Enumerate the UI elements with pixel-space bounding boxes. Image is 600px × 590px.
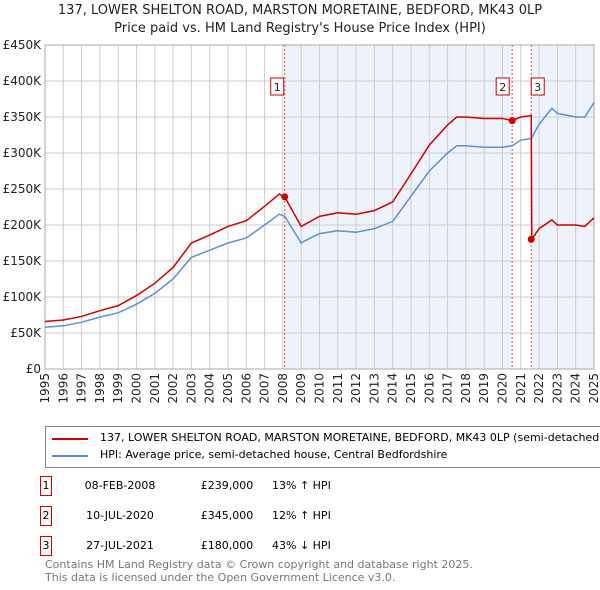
x-tick-label: 2015 [404,373,418,404]
x-tick-label: 2019 [477,373,491,404]
x-tick-label: 2005 [221,373,235,404]
legend-label: HPI: Average price, semi-detached house,… [100,448,448,461]
chart-title: 137, LOWER SHELTON ROAD, MARSTON MORETAI… [57,3,543,18]
x-tick-label: 2020 [496,373,510,404]
footer-line: This data is licensed under the Open Gov… [45,571,396,584]
x-tick-label: 1998 [93,373,107,404]
sale-marker: 3 [40,536,52,556]
x-tick-label: 2013 [367,373,381,404]
x-tick-label: 1997 [75,373,89,404]
sale-point [281,193,289,201]
sale-label: 2 [499,81,506,94]
x-tick-label: 2011 [331,373,345,404]
shaded-region [284,45,594,369]
sale-hpi: 13% ↑ HPI [272,479,331,492]
y-tick-label: £100K [3,290,43,304]
x-tick-label: 2016 [422,373,436,404]
y-tick-label: £350K [3,110,43,124]
x-tick-label: 2009 [294,373,308,404]
sale-marker: 2 [40,506,52,526]
x-tick-label: 2008 [276,373,290,404]
price-chart: £0 £50K £100K £150K £200K £250K £300K £350K £400… [3,38,600,404]
x-tick-label: 1996 [56,373,70,404]
sale-label-box [530,77,545,96]
x-tick-label: 2023 [550,373,564,404]
series-line [44,114,595,323]
y-tick-label: £0 [26,362,41,376]
x-tick-label: 2004 [203,373,217,404]
x-tick-label: 2022 [532,373,546,404]
x-tick-label: 2003 [184,373,198,404]
footer-line: Contains HM Land Registry data © Crown c… [45,558,473,571]
y-tick-label: £150K [3,254,43,268]
y-tick-label: £450K [3,38,43,52]
y-tick-label: £50K [10,326,42,340]
x-tick-label: 2024 [569,373,583,404]
sale-hpi: 12% ↑ HPI [272,509,331,522]
x-tick-label: 2000 [130,373,144,404]
sale-price: £239,000 [200,479,254,492]
sale-price: £180,000 [200,539,254,552]
chart-subtitle: Price paid vs. HM Land Registry's House … [114,21,486,36]
x-tick-label: 2018 [459,373,473,404]
sale-row: 3 27-JUL-2021 £180,000 43% ↓ HPI [0,536,600,556]
x-tick-label: 2001 [148,373,162,404]
sale-label: 3 [534,81,541,94]
x-tick-label: 2012 [349,373,363,404]
sale-price: £345,000 [200,509,254,522]
x-tick-label: 2010 [313,373,327,404]
sale-date: 27-JUL-2021 [86,539,154,552]
x-tick-label: 2017 [441,373,455,404]
y-tick-label: £200K [3,218,43,232]
sale-row: 2 10-JUL-2020 £345,000 12% ↑ HPI [0,506,600,526]
sale-hpi: 43% ↓ HPI [272,539,331,552]
plot-border [44,44,595,370]
sale-point [527,235,535,243]
sale-row: 1 08-FEB-2008 £239,000 13% ↑ HPI [0,476,600,496]
x-tick-label: 2014 [386,373,400,404]
sale-date: 08-FEB-2008 [84,479,156,492]
x-tick-label: 1995 [38,373,52,404]
y-tick-label: £400K [3,74,43,88]
x-tick-label: 2002 [166,373,180,404]
legend-label: 137, LOWER SHELTON ROAD, MARSTON MORETAI… [100,431,600,444]
legend: 137, LOWER SHELTON ROAD, MARSTON MORETAI… [45,426,600,468]
sale-label: 1 [274,81,281,94]
sale-marker: 1 [40,476,52,496]
sale-date: 10-JUL-2020 [86,509,154,522]
x-tick-label: 2007 [258,373,272,404]
x-tick-label: 2025 [587,373,600,404]
x-tick-label: 2006 [239,373,253,404]
unshaded-region [512,45,532,369]
y-tick-label: £300K [3,146,43,160]
x-tick-label: 1999 [111,373,125,404]
x-tick-label: 2021 [514,373,528,404]
footer: Contains HM Land Registry data © Crown c… [45,558,473,584]
series-line [44,102,595,328]
y-tick-label: £250K [3,182,43,196]
sale-label-box [495,77,510,96]
sale-point [508,117,516,125]
sale-label-box [270,77,285,96]
